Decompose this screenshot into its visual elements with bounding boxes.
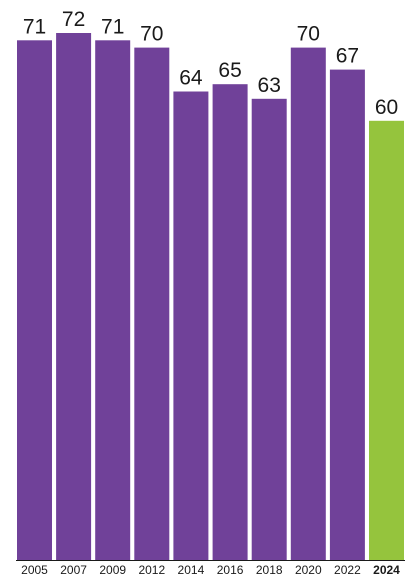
data-label-2024: 60 — [375, 96, 398, 119]
bar-2018 — [251, 98, 287, 561]
data-label-2016: 65 — [218, 59, 241, 82]
bar-2020 — [290, 47, 326, 561]
bar-2016 — [212, 84, 248, 560]
x-tick-label-2012: 2012 — [138, 563, 165, 576]
x-tick-label-2005: 2005 — [21, 563, 48, 576]
data-label-2020: 70 — [297, 23, 320, 46]
data-label-2014: 64 — [179, 67, 203, 90]
bar-2007 — [56, 33, 92, 560]
data-label-2022: 67 — [336, 45, 359, 68]
x-tick-label-2007: 2007 — [60, 563, 87, 576]
bar-2005 — [17, 40, 52, 561]
x-tick-label-2009: 2009 — [99, 563, 126, 576]
x-tick-label-2020: 2020 — [295, 563, 322, 576]
x-tick-label-2016: 2016 — [217, 563, 244, 576]
x-tick-label-2022: 2022 — [334, 563, 361, 576]
bar-2014 — [173, 91, 209, 560]
data-label-2007: 72 — [62, 8, 85, 31]
data-label-2009: 71 — [101, 15, 124, 38]
data-label-2005: 71 — [23, 15, 46, 38]
bar-2024 — [369, 120, 404, 561]
bar-2022 — [329, 69, 365, 560]
data-label-2012: 70 — [140, 23, 163, 46]
x-tick-label-2018: 2018 — [256, 563, 283, 576]
bar-2012 — [134, 47, 170, 561]
x-tick-label-2014: 2014 — [178, 563, 205, 576]
bar-2009 — [95, 40, 131, 561]
x-tick-label-2024: 2024 — [373, 563, 400, 576]
data-label-2018: 63 — [258, 74, 281, 97]
